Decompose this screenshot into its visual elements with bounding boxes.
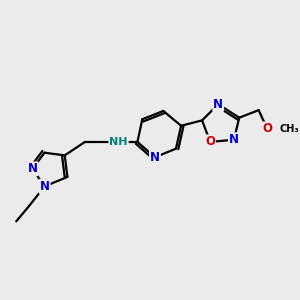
Text: CH₃: CH₃ [279,124,299,134]
Text: NH: NH [109,137,128,147]
Text: N: N [40,180,50,193]
Text: N: N [213,98,223,111]
Text: N: N [27,162,38,176]
Text: N: N [150,151,160,164]
Text: O: O [262,122,272,136]
Text: O: O [205,135,215,148]
Text: N: N [229,133,239,146]
